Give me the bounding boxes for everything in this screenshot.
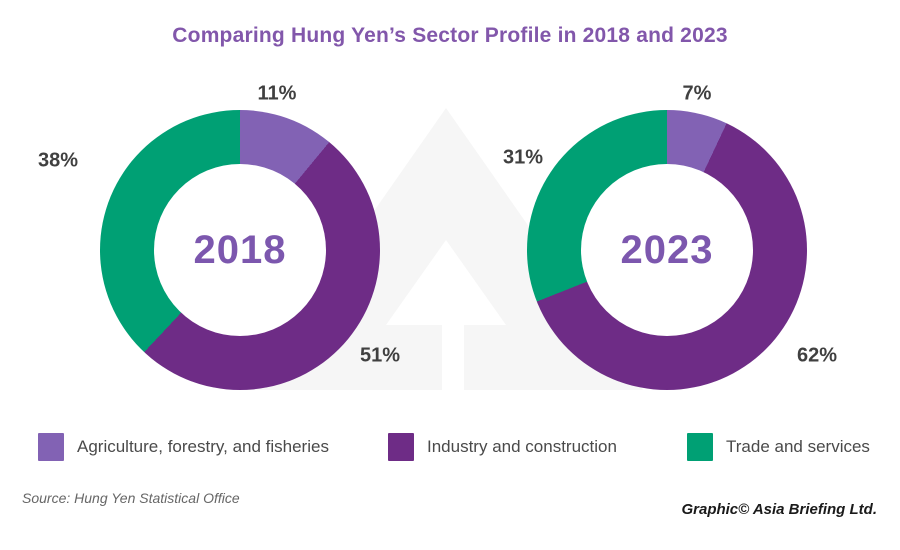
legend: Agriculture, forestry, and fisheries Ind… (0, 433, 900, 463)
donut-chart-2023: 2023 (527, 110, 807, 390)
donut-chart-2018: 2018 (100, 110, 380, 390)
industry-swatch-icon (388, 433, 414, 461)
legend-label: Trade and services (726, 437, 870, 456)
label-2018-trade-pct: 38% (37, 149, 79, 172)
copyright-credit: Graphic© Asia Briefing Ltd. (681, 501, 877, 518)
chart-title: Comparing Hung Yen’s Sector Profile in 2… (172, 24, 728, 47)
label-2018-industry-pct: 51% (359, 344, 401, 367)
trade-swatch-icon (687, 433, 713, 461)
donut-2023-center-label: 2023 (620, 227, 714, 272)
source-note: Source: Hung Yen Statistical Office (22, 490, 240, 506)
label-2023-agriculture-pct: 7% (682, 82, 712, 105)
legend-label: Agriculture, forestry, and fisheries (77, 437, 329, 456)
legend-item-agriculture: Agriculture, forestry, and fisheries (38, 433, 329, 461)
label-2023-industry-pct: 62% (796, 344, 838, 367)
donut-2018-center-label: 2018 (193, 227, 287, 272)
agriculture-swatch-icon (38, 433, 64, 461)
legend-item-trade: Trade and services (687, 433, 870, 461)
label-2023-trade-pct: 31% (502, 146, 544, 169)
legend-label: Industry and construction (427, 437, 617, 456)
donut-2018-hole: 2018 (154, 164, 326, 336)
label-2018-agriculture-pct: 11% (257, 82, 297, 105)
donut-2023-hole: 2023 (581, 164, 753, 336)
legend-item-industry: Industry and construction (388, 433, 617, 461)
